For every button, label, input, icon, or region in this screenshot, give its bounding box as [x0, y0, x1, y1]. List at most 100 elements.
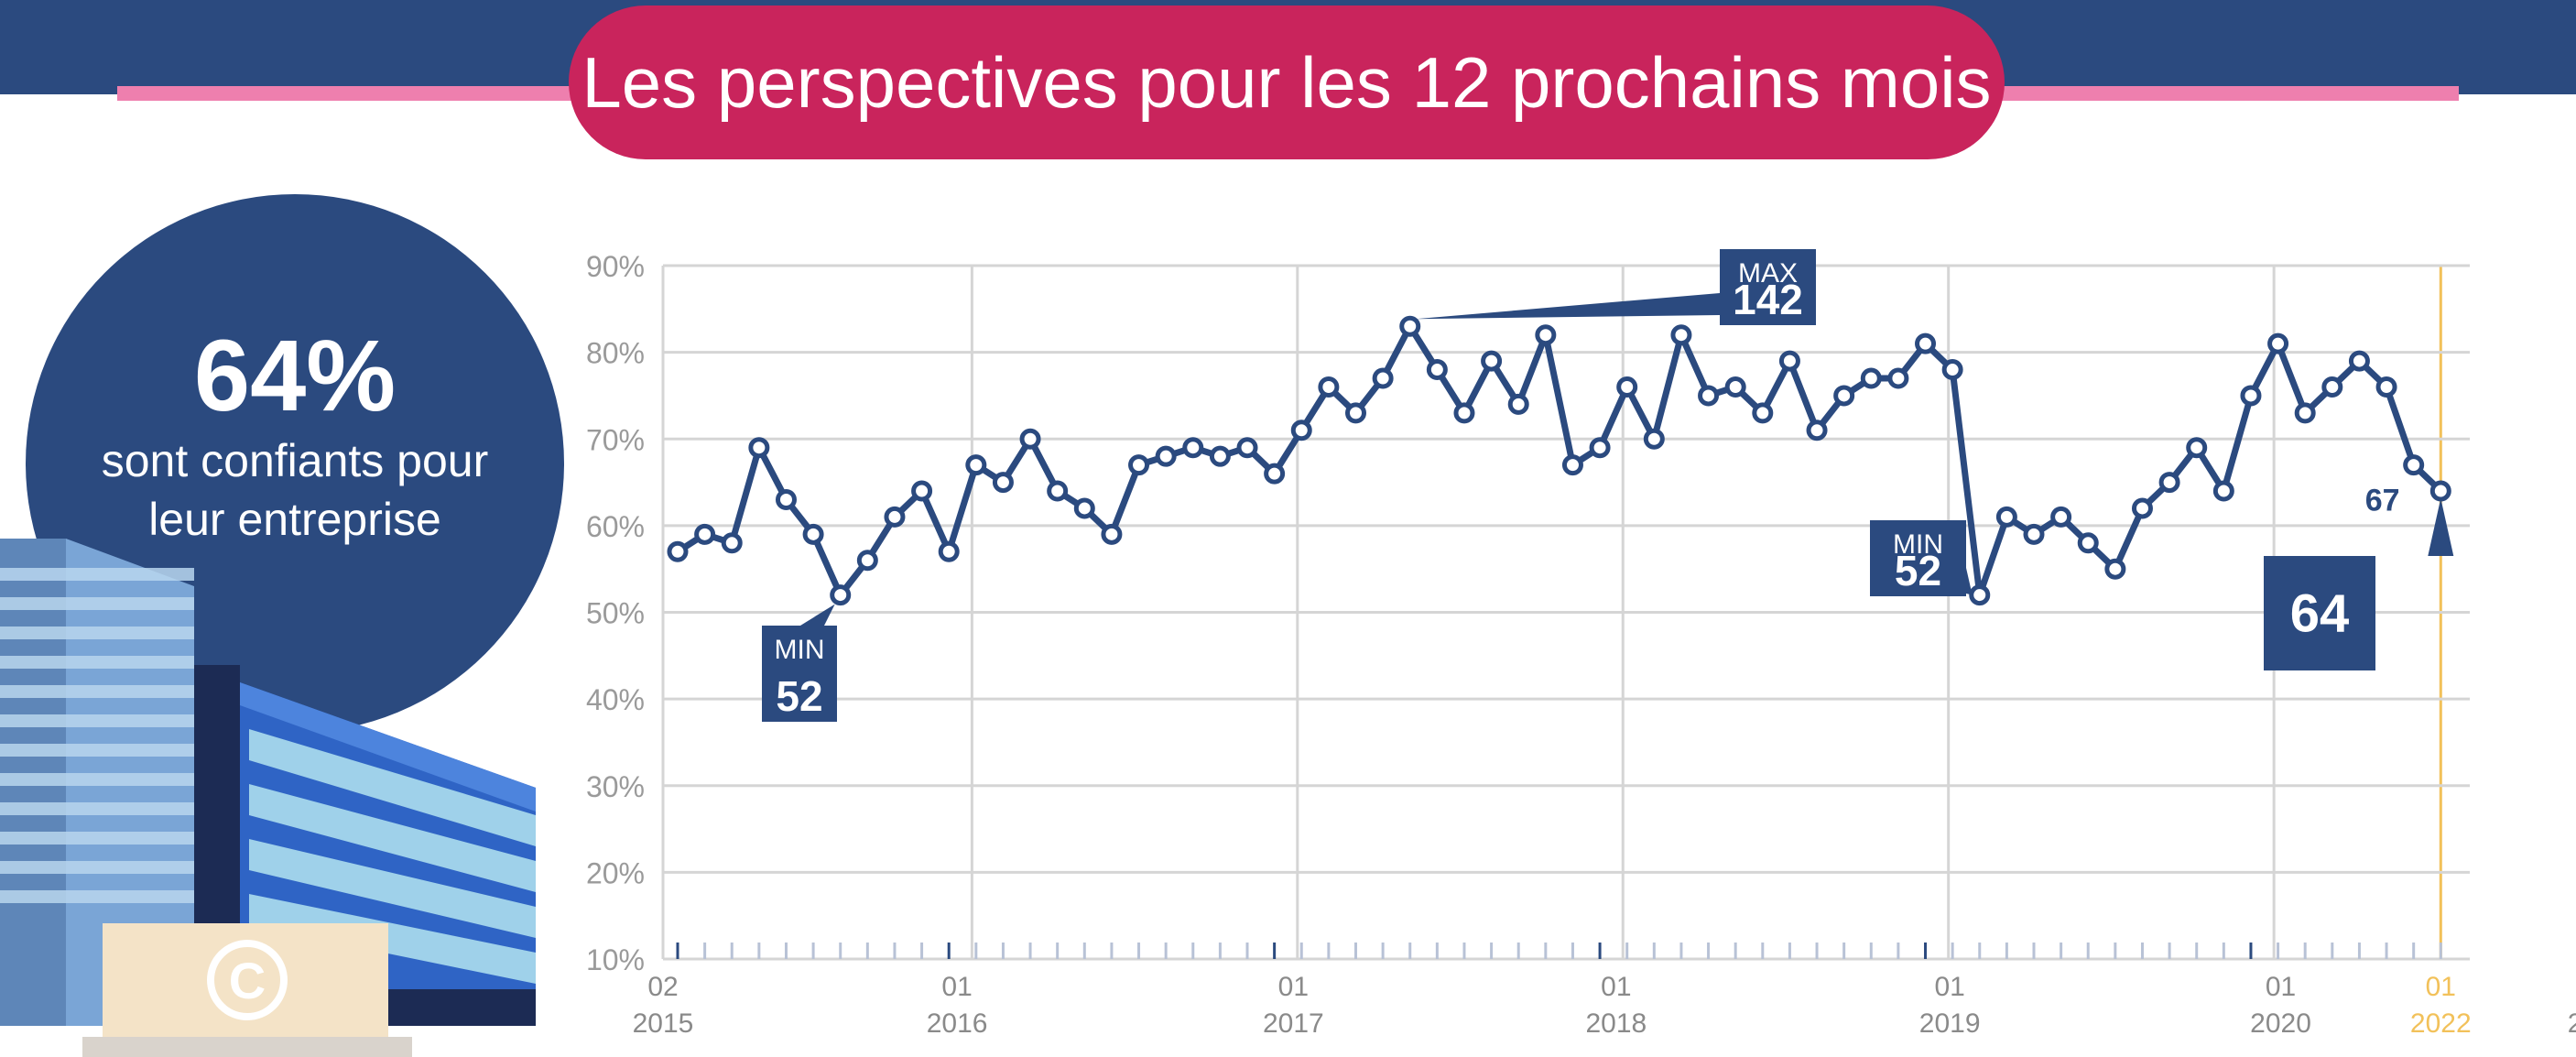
data-point: [1969, 584, 1991, 606]
data-point: [2077, 532, 2099, 554]
line-chart: 10% 20% 30% 40% 50% 60% 70% 80% 90% 02 2015 01 2016…: [586, 249, 2576, 1039]
data-point: [1887, 367, 1909, 389]
data-point: [1995, 506, 2017, 528]
x-tick-month: 01: [1278, 972, 1309, 1002]
data-point: [1860, 367, 1882, 389]
data-point: [1182, 437, 1204, 459]
x-tick-year: 2020: [2250, 1008, 2311, 1039]
y-tick-label: 10%: [586, 943, 645, 976]
x-tick-year: 2017: [1263, 1008, 1324, 1039]
data-point: [1698, 385, 1720, 407]
data-point: [1561, 454, 1583, 476]
x-tick-year: 2022: [2410, 1008, 2472, 1039]
data-point: [694, 523, 716, 545]
x-tick-year: 2021: [2568, 1008, 2576, 1039]
annotation-value: 142: [1733, 276, 1803, 323]
data-point: [1589, 437, 1611, 459]
data-point: [1236, 437, 1258, 459]
copyright-icon: [207, 940, 288, 1020]
data-point: [2050, 506, 2072, 528]
data-point: [884, 506, 906, 528]
confidence-percentage: 64%: [193, 320, 397, 432]
data-point: [1128, 454, 1150, 476]
y-tick-label: 90%: [586, 250, 645, 283]
data-point: [1426, 359, 1448, 381]
data-point: [2403, 454, 2425, 476]
data-point: [2131, 497, 2153, 519]
data-point: [1318, 376, 1340, 398]
data-point: [1724, 376, 1746, 398]
data-point: [911, 480, 933, 502]
page-title: Les perspectives pour les 12 prochains m…: [569, 5, 2005, 159]
x-tick-year: 2016: [927, 1008, 988, 1039]
data-point: [856, 550, 878, 572]
x-tick-month: 02: [647, 972, 678, 1002]
data-point: [2267, 332, 2289, 354]
data-point: [1399, 315, 1421, 337]
x-tick-year: 2015: [633, 1008, 694, 1039]
confidence-stat-circle: 64% sont confiants pour leur entreprise: [26, 194, 564, 733]
data-point: [2375, 376, 2397, 398]
data-point: [1345, 402, 1366, 424]
y-axis-ticks: 10% 20% 30% 40% 50% 60% 70% 80% 90%: [586, 250, 645, 976]
data-point: [2429, 480, 2451, 502]
data-point: [830, 584, 852, 606]
annotation-current-64: 64: [2264, 498, 2454, 670]
data-point: [2212, 480, 2234, 502]
data-point: [1616, 376, 1638, 398]
data-point: [1019, 428, 1041, 450]
data-point: [938, 540, 960, 562]
data-point: [2348, 350, 2370, 372]
confidence-caption-line1: sont confiants pour: [101, 435, 489, 486]
y-tick-label: 20%: [586, 856, 645, 889]
x-tick-month: 01: [2266, 972, 2296, 1002]
data-point: [1453, 402, 1475, 424]
data-point: [1643, 428, 1665, 450]
svg-text:C: C: [229, 952, 266, 1009]
y-tick-label: 50%: [586, 597, 645, 630]
data-point: [2321, 376, 2343, 398]
y-tick-label: 60%: [586, 510, 645, 543]
data-point: [667, 540, 689, 562]
data-point: [775, 488, 797, 510]
annotation-label: MAX: [1738, 258, 1798, 289]
data-point: [992, 472, 1014, 494]
data-point: [2023, 523, 2045, 545]
annotation-label: MIN: [1893, 529, 1943, 560]
data-point: [802, 523, 824, 545]
data-point: [1806, 420, 1828, 441]
annotation-value: 64: [2290, 584, 2350, 644]
annotation-label: MIN: [775, 635, 825, 665]
x-tick-month: 01: [1601, 972, 1631, 1002]
series-points: [667, 315, 2451, 606]
annotation-value: 52: [1895, 547, 1941, 594]
y-tick-label: 40%: [586, 683, 645, 716]
y-tick-label: 30%: [586, 770, 645, 803]
data-point: [1101, 523, 1123, 545]
data-point: [1073, 497, 1095, 519]
x-tick-year: 2018: [1585, 1008, 1647, 1039]
data-point: [1535, 324, 1557, 346]
data-point: [1670, 324, 1692, 346]
data-point: [1155, 445, 1177, 467]
data-point: [1507, 393, 1529, 415]
data-point: [1264, 463, 1286, 485]
data-point: [2186, 437, 2208, 459]
data-point: [2240, 385, 2262, 407]
data-point: [1941, 359, 1963, 381]
data-point: [1752, 402, 1774, 424]
annotation-min-2016: MIN 52: [762, 604, 837, 722]
office-building-icon: C: [0, 539, 536, 1057]
data-point: [1209, 445, 1231, 467]
y-tick-label: 80%: [586, 337, 645, 370]
x-tick-year: 2019: [1919, 1008, 1981, 1039]
data-point: [1915, 332, 1937, 354]
data-point: [1833, 385, 1855, 407]
data-point: [1481, 350, 1503, 372]
x-tick-month: 01: [941, 972, 972, 1002]
annotation-value-67: 67: [2365, 484, 2400, 518]
header-accent-line-right: [2001, 86, 2459, 101]
